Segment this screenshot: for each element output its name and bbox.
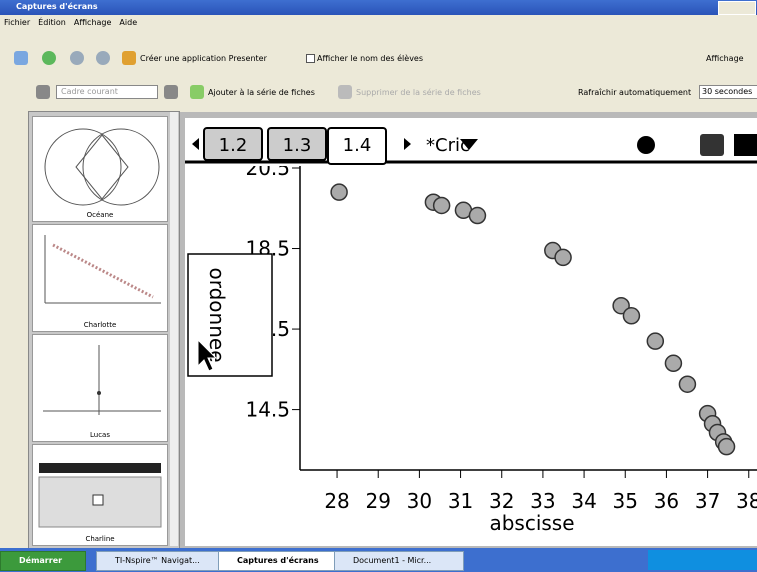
y-axis-label: ordonnee [205,268,229,363]
x-axis-label: abscisse [489,511,574,535]
toolbar-icon[interactable] [70,51,84,65]
thumbnail[interactable]: Lucas [32,334,168,442]
toolbar-icon [338,85,352,99]
create-button[interactable]: Créer une application Presenter [140,54,267,63]
tab-label: 1.3 [283,135,312,156]
show-names[interactable]: Afficher le nom des élèves [317,54,423,63]
toolbar-icon[interactable] [122,51,136,65]
toolbar-icon[interactable] [190,85,204,99]
x-tick-label: 30 [407,489,432,513]
menu-item[interactable]: Édition [38,18,66,27]
page: Captures d'écrans Fichier Édition Affichag… [0,0,757,572]
window-buttons[interactable] [718,1,756,15]
thumbnail[interactable]: Charline [32,444,168,546]
y-tick-label: 14.5 [245,398,290,422]
close-icon[interactable] [734,134,757,156]
data-point [555,249,571,265]
x-tick-label: 36 [654,489,679,513]
toolbar-icon[interactable] [42,51,56,65]
x-tick-label: 33 [530,489,555,513]
thumbnail[interactable]: Charlotte [32,224,168,332]
x-tick-label: 35 [613,489,638,513]
x-tick-label: 38 [736,489,757,513]
task-button[interactable]: Document1 - Micr... [334,551,464,571]
add-button[interactable]: Ajouter à la série de fiches [208,88,315,97]
thumbnail-label: Charlotte [33,321,167,329]
data-point [647,333,663,349]
interval-select[interactable]: 30 secondes [699,85,757,99]
thumbnail-drawing [33,445,167,545]
data-point [469,208,485,224]
data-point [719,439,735,455]
x-tick-label: 31 [448,489,473,513]
doc-name: *Cric [426,135,470,156]
thumbnail-drawing [33,117,167,221]
start-button[interactable]: Démarrer [0,551,86,571]
task-button[interactable]: Captures d'écrans [218,551,348,571]
tab-label: 1.2 [219,135,248,156]
menu-bar: Fichier Édition Affichage Aide [4,18,145,27]
menu-item[interactable]: Aide [119,18,137,27]
device-icon[interactable] [700,134,724,156]
title-bar [0,0,757,15]
data-point [665,355,681,371]
menu-item[interactable]: Fichier [4,18,30,27]
tray [648,550,757,570]
thumbnail-label: Lucas [33,431,167,439]
thumbnail-label: Charline [33,535,167,543]
tab-label: 1.4 [343,135,372,156]
x-tick-label: 29 [365,489,390,513]
data-point [623,308,639,324]
frame-select[interactable]: Cadre courant [56,85,158,99]
x-tick-label: 37 [695,489,720,513]
x-tick-label: 34 [571,489,596,513]
thumbnail[interactable]: Océane [32,116,168,222]
window-title: Captures d'écrans [16,2,98,11]
toolbar-icon[interactable] [36,85,50,99]
nspire-screen: 1.21.31.4*Cric14.516.518.520.52829303132… [185,118,757,546]
toolbar-icon[interactable] [14,51,28,65]
data-point [331,184,347,200]
thumbnail-label: Océane [33,211,167,219]
remove-button: Supprimer de la série de fiches [356,88,481,97]
scrollbar[interactable] [170,112,178,546]
data-point [679,376,695,392]
x-tick-label: 28 [324,489,349,513]
display-button[interactable]: Affichage [706,54,744,63]
toolbar-icon[interactable] [164,85,178,99]
data-point [434,197,450,213]
thumbnail-drawing [33,225,167,331]
undo-icon[interactable] [637,136,655,154]
thumbnail-drawing [33,335,167,441]
task-button[interactable]: TI-Nspire™ Navigat... [96,551,232,571]
x-tick-label: 32 [489,489,514,513]
checkbox[interactable] [306,54,315,63]
refresh-label: Rafraîchir automatiquement [578,88,691,97]
toolbar-icon[interactable] [96,51,110,65]
menu-item[interactable]: Affichage [74,18,112,27]
